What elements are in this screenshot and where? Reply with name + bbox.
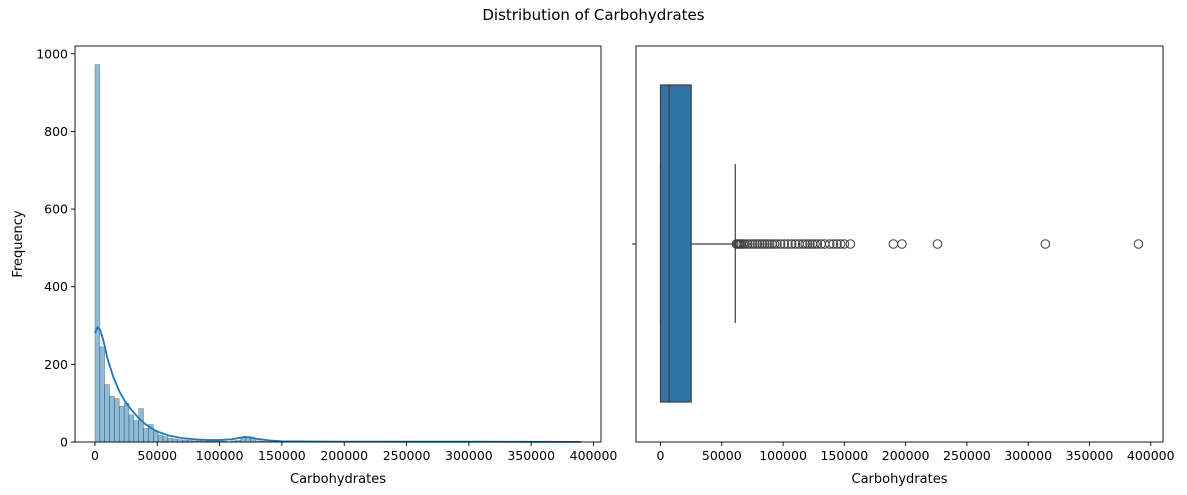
- outlier-point: [1040, 239, 1051, 249]
- x-tick-label: 50000: [137, 448, 177, 463]
- x-tick-label: 100000: [759, 448, 807, 463]
- outlier-point: [824, 239, 835, 249]
- y-tick-label: 600: [44, 202, 68, 217]
- y-tick-label: 1000: [36, 46, 68, 61]
- x-tick-label: 350000: [1066, 448, 1114, 463]
- outlier-point: [1133, 239, 1144, 249]
- outlier-point: [812, 239, 823, 249]
- histogram-bar: [123, 402, 130, 443]
- outlier-point: [772, 239, 782, 249]
- outlier-point: [740, 239, 750, 249]
- outlier-point: [897, 239, 907, 249]
- outlier-point: [790, 239, 801, 249]
- outlier-point: [759, 239, 770, 249]
- x-axis-label: Carbohydrates: [852, 472, 948, 487]
- y-tick-label: 400: [44, 279, 68, 294]
- x-tick-label: 0: [91, 448, 99, 463]
- outlier-point: [797, 239, 808, 249]
- outlier-point: [845, 239, 856, 249]
- outlier-point: [888, 239, 899, 249]
- outlier-point: [757, 239, 768, 249]
- histogram-bar: [250, 438, 256, 443]
- x-tick-label: 50000: [702, 448, 742, 463]
- histogram-bar: [157, 434, 164, 443]
- x-tick-label: 200000: [320, 448, 368, 463]
- histogram-bar: [104, 384, 110, 443]
- iqr-box: [659, 84, 692, 403]
- outlier-point: [832, 239, 842, 249]
- outlier-point: [932, 239, 943, 249]
- x-tick-label: 250000: [943, 448, 991, 463]
- histogram-bar: [94, 64, 101, 443]
- histogram-bar: [240, 438, 246, 443]
- histogram-bar: [172, 438, 178, 443]
- histogram-bar: [114, 398, 120, 443]
- x-tick-label: 400000: [1127, 448, 1175, 463]
- outlier-point: [810, 239, 820, 249]
- figure-title: Distribution of Carbohydrates: [482, 6, 705, 24]
- outlier-point: [779, 239, 790, 249]
- outlier-point: [764, 239, 775, 249]
- histogram-bar: [143, 428, 149, 443]
- outlier-point: [775, 239, 786, 249]
- x-tick-label: 200000: [882, 448, 930, 463]
- x-tick-label: 250000: [383, 448, 431, 463]
- y-tick-label: 800: [44, 124, 68, 139]
- outlier-point: [747, 239, 758, 249]
- histogram-bar: [118, 405, 125, 443]
- histogram-bar: [133, 420, 139, 443]
- outlier-point: [750, 239, 760, 249]
- histogram-bar: [152, 431, 159, 443]
- y-tick-label: 200: [44, 357, 68, 372]
- x-tick-label: 400000: [570, 448, 618, 463]
- histogram-bar: [167, 437, 174, 443]
- histogram-panel: 0 50000 100000 150000 200000 250000 300000 3500…: [11, 45, 618, 487]
- histogram-bar: [162, 436, 169, 443]
- histogram-bar: [109, 395, 115, 443]
- x-axis-label: Carbohydrates: [290, 472, 386, 487]
- x-tick-label: 300000: [1004, 448, 1052, 463]
- outlier-point: [769, 239, 780, 249]
- histogram-bar: [128, 414, 135, 443]
- x-tick-label: 100000: [196, 448, 244, 463]
- outlier-point: [828, 239, 839, 249]
- y-axis-label: Frequency: [11, 210, 26, 277]
- y-tick-label: 0: [60, 435, 68, 450]
- x-tick-label: 350000: [507, 448, 555, 463]
- histogram-bar: [99, 346, 105, 443]
- outlier-point: [754, 239, 765, 249]
- outlier-point: [805, 239, 815, 249]
- x-tick-label: 150000: [820, 448, 868, 463]
- histogram-bar: [138, 408, 144, 443]
- outlier-point: [783, 239, 793, 249]
- outlier-point: [762, 239, 772, 249]
- x-tick-label: 150000: [258, 448, 306, 463]
- outlier-point: [839, 239, 850, 249]
- outlier-point: [800, 239, 810, 249]
- outlier-point: [786, 239, 797, 249]
- x-tick-label: 0: [657, 448, 665, 463]
- outlier-point: [802, 239, 813, 249]
- kde-line: [94, 326, 582, 443]
- outlier-point: [745, 239, 755, 249]
- boxplot-panel: 0 50000 100000 150000 200000 250000 300000 3500…: [632, 45, 1175, 487]
- outlier-point: [835, 239, 846, 249]
- outlier-point: [742, 239, 753, 249]
- x-tick-label: 300000: [445, 448, 493, 463]
- outlier-point: [752, 239, 763, 249]
- plot-frame: [74, 45, 602, 443]
